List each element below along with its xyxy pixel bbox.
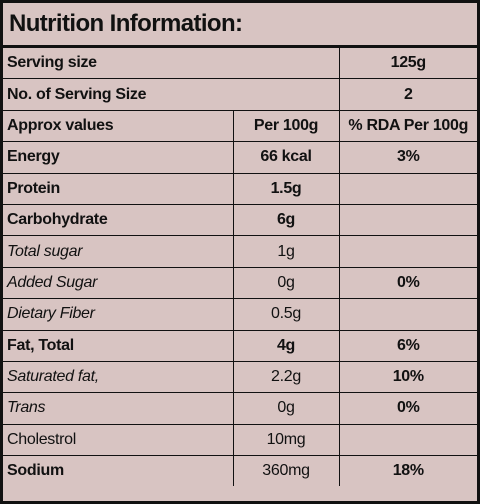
value: 4g: [232, 329, 340, 362]
header: % RDA Per 100g: [338, 109, 477, 143]
label: Total sugar: [3, 235, 234, 268]
label: Trans: [3, 392, 234, 425]
value: 66 kcal: [232, 141, 340, 174]
value: 360mg: [232, 455, 340, 487]
label: Sodium: [3, 455, 234, 487]
value: 2.2g: [232, 360, 340, 394]
value: 1.5g: [232, 172, 340, 205]
row: No. of Serving Size 2: [3, 78, 477, 111]
rda: 6%: [338, 329, 477, 362]
label: Protein: [3, 172, 234, 205]
rda: [338, 172, 477, 205]
row: Trans 0g 0%: [3, 392, 477, 425]
label: No. of Serving Size: [3, 78, 340, 111]
row: Approx values Per 100g% RDA Per 100g: [3, 109, 477, 143]
value: 2: [338, 78, 477, 111]
rda: 10%: [338, 360, 477, 394]
row: Cholestrol 10mg: [3, 423, 477, 457]
rda: 3%: [338, 141, 477, 174]
row: Total sugar 1g: [3, 235, 477, 268]
row: Carbohydrate 6g: [3, 203, 477, 237]
label: Cholestrol: [3, 423, 234, 457]
value: 0g: [232, 266, 340, 300]
rda: 0%: [338, 266, 477, 300]
title: Nutrition Information:: [3, 3, 477, 48]
label: Serving size: [3, 48, 340, 80]
label: Added Sugar: [3, 266, 234, 300]
label: Dietary Fiber: [3, 298, 234, 331]
label: Energy: [3, 141, 234, 174]
nutrition-table: Serving size 125g No. of Serving Size 2 Ap…: [3, 48, 477, 487]
header: Per 100g: [232, 109, 340, 143]
value: 0.5g: [232, 298, 340, 331]
row: Dietary Fiber 0.5g: [3, 298, 477, 331]
row: Fat, Total 4g 6%: [3, 329, 477, 362]
label: Carbohydrate: [3, 203, 234, 237]
row: Added Sugar 0g 0%: [3, 266, 477, 300]
row: Protein 1.5g: [3, 172, 477, 205]
rda: [338, 203, 477, 237]
row: Saturated fat, 2.2g 10%: [3, 360, 477, 394]
value: 10mg: [232, 423, 340, 457]
rda: [338, 423, 477, 457]
rda: 18%: [338, 455, 477, 487]
label: Approx values: [3, 109, 234, 143]
value: 6g: [232, 203, 340, 237]
value: 0g: [232, 392, 340, 425]
label: Saturated fat,: [3, 360, 234, 394]
rda: [338, 298, 477, 331]
rda: 0%: [338, 392, 477, 425]
row: Sodium 360mg 18%: [3, 455, 477, 487]
label: Fat, Total: [3, 329, 234, 362]
row: Energy 66 kcal 3%: [3, 141, 477, 174]
value: 1g: [232, 235, 340, 268]
value: 125g: [338, 48, 477, 80]
rda: [338, 235, 477, 268]
row: Serving size 125g: [3, 48, 477, 80]
